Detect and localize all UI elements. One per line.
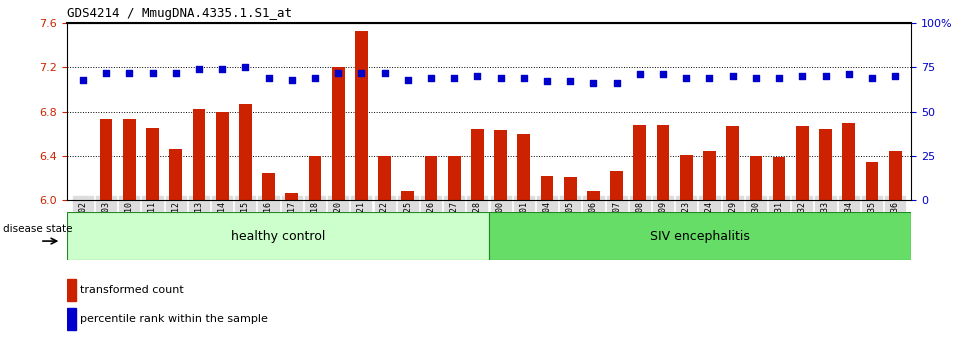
Bar: [843, 122, 856, 200]
Point: [539, 79, 555, 84]
Point: [237, 64, 253, 70]
Bar: [216, 112, 228, 200]
Bar: [146, 128, 159, 200]
Bar: [773, 157, 786, 200]
Point: [191, 66, 207, 72]
Bar: [402, 191, 415, 200]
Point: [376, 70, 392, 75]
Point: [586, 80, 602, 86]
Bar: [657, 125, 669, 200]
Bar: [67, 308, 76, 330]
Point: [98, 70, 114, 75]
Point: [354, 70, 369, 75]
Point: [145, 70, 161, 75]
Point: [632, 72, 648, 77]
Bar: [355, 31, 368, 200]
Bar: [703, 151, 715, 200]
Bar: [122, 119, 135, 200]
Bar: [726, 126, 739, 200]
Bar: [67, 212, 489, 260]
Text: GDS4214 / MmugDNA.4335.1.S1_at: GDS4214 / MmugDNA.4335.1.S1_at: [67, 7, 292, 21]
Text: disease state: disease state: [3, 224, 73, 234]
Bar: [263, 173, 275, 200]
Bar: [889, 151, 902, 200]
Point: [748, 75, 763, 81]
Bar: [611, 171, 623, 200]
Point: [168, 70, 183, 75]
Point: [563, 79, 578, 84]
Bar: [332, 67, 345, 200]
Bar: [541, 176, 554, 200]
Point: [215, 66, 230, 72]
Point: [446, 75, 462, 81]
Point: [864, 75, 880, 81]
Point: [284, 77, 300, 82]
Point: [75, 77, 91, 82]
Bar: [796, 126, 808, 200]
Bar: [67, 279, 76, 301]
Point: [841, 72, 857, 77]
Point: [609, 80, 624, 86]
Bar: [471, 129, 484, 200]
Point: [493, 75, 509, 81]
Text: SIV encephalitis: SIV encephalitis: [651, 230, 750, 243]
Point: [516, 75, 532, 81]
Bar: [100, 119, 113, 200]
Bar: [489, 212, 911, 260]
Point: [725, 73, 741, 79]
Point: [261, 75, 276, 81]
Text: transformed count: transformed count: [80, 285, 184, 296]
Bar: [170, 149, 182, 200]
Bar: [309, 156, 321, 200]
Point: [656, 72, 671, 77]
Text: healthy control: healthy control: [230, 230, 325, 243]
Bar: [378, 156, 391, 200]
Bar: [680, 155, 693, 200]
Bar: [564, 177, 576, 200]
Text: percentile rank within the sample: percentile rank within the sample: [80, 314, 269, 324]
Point: [330, 70, 346, 75]
Bar: [192, 109, 205, 200]
Bar: [424, 156, 437, 200]
Point: [702, 75, 717, 81]
Bar: [239, 104, 252, 200]
Bar: [750, 156, 762, 200]
Point: [469, 73, 485, 79]
Point: [122, 70, 137, 75]
Bar: [865, 162, 878, 200]
Point: [795, 73, 810, 79]
Point: [423, 75, 439, 81]
Point: [678, 75, 694, 81]
Bar: [587, 191, 600, 200]
Bar: [633, 125, 646, 200]
Point: [400, 77, 416, 82]
Bar: [494, 130, 507, 200]
Point: [307, 75, 322, 81]
Bar: [448, 156, 461, 200]
Bar: [285, 193, 298, 200]
Point: [771, 75, 787, 81]
Bar: [517, 134, 530, 200]
Bar: [819, 129, 832, 200]
Point: [887, 73, 903, 79]
Point: [817, 73, 833, 79]
